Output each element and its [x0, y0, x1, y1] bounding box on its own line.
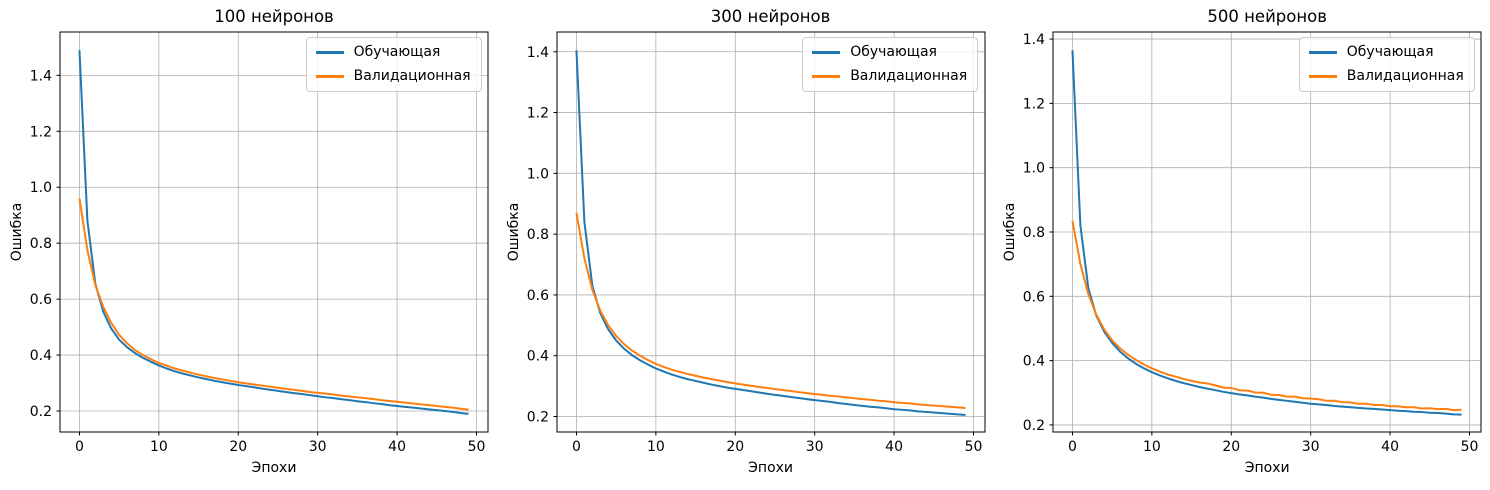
train-line-swatch: [812, 51, 841, 54]
train-loss-line: [78, 50, 469, 415]
x-tick-label: 10: [647, 439, 665, 455]
x-tick-label: 10: [1143, 439, 1161, 455]
legend-item-validation: Валидационная: [315, 68, 471, 85]
x-tick-label: 30: [1302, 439, 1320, 455]
y-axis-label: Ошибка: [505, 202, 522, 262]
y-axis-label: Ошибка: [9, 202, 25, 262]
x-tick-label: 0: [572, 439, 581, 455]
y-tick-label: 1.4: [1023, 32, 1045, 48]
y-tick-label: 0.2: [1023, 418, 1045, 434]
train-line-swatch: [1308, 51, 1337, 54]
y-tick-label: 0.4: [526, 349, 548, 365]
plot-canvas: 0 10 20 30 40 50 0.2 0.4 0.6 0.8 1.0 1.2 1.4: [1023, 31, 1482, 455]
x-tick-label: 50: [964, 439, 982, 455]
subplot-500-neurons: 0 10 20 30 40 50 0.2 0.4 0.6 0.8 1.0 1.2 1.4 500 ней…: [993, 0, 1490, 490]
val-loss-line: [575, 212, 966, 409]
validation-line-swatch: [315, 75, 344, 78]
plot-canvas: 0 10 20 30 40 50 0.2 0.4 0.6 0.8 1.0 1.2 1.4: [30, 31, 489, 455]
legend-item-train: Обучающая: [812, 44, 967, 61]
legend-label-validation: Валидационная: [850, 68, 968, 84]
train-loss-line: [1071, 50, 1462, 416]
y-tick-label: 1.2: [526, 106, 548, 122]
y-tick-label: 0.8: [30, 236, 52, 252]
y-tick-label: 1.0: [526, 166, 548, 182]
validation-line-swatch: [1308, 75, 1337, 78]
x-tick-label: 50: [1461, 439, 1479, 455]
chart-title: 500 нейронов: [1207, 7, 1327, 26]
legend-label-validation: Валидационная: [353, 68, 471, 84]
x-tick-label: 10: [150, 439, 168, 455]
subplot-300-neurons: 0 10 20 30 40 50 0.2 0.4 0.6 0.8 1.0 1.2 1.4 300 ней…: [497, 0, 994, 490]
chart-title: 100 нейронов: [214, 7, 334, 26]
y-tick-label: 1.2: [30, 124, 52, 140]
x-tick-label: 0: [75, 439, 84, 455]
legend-label-train: Обучающая: [850, 44, 937, 60]
legend-item-train: Обучающая: [315, 44, 471, 61]
x-tick-label: 50: [468, 439, 486, 455]
y-axis-label: Ошибка: [1002, 202, 1019, 262]
y-tick-label: 0.4: [30, 348, 52, 364]
y-tick-label: 0.6: [526, 288, 548, 304]
x-tick-label: 20: [229, 439, 247, 455]
x-axis-label: Эпохи: [1244, 460, 1290, 476]
y-tick-label: 0.8: [1023, 225, 1045, 241]
validation-line-swatch: [812, 75, 841, 78]
x-tick-label: 0: [1068, 439, 1077, 455]
axes-spines: [556, 31, 986, 433]
legend-item-validation: Валидационная: [812, 68, 967, 85]
x-tick-label: 40: [885, 439, 903, 455]
plot-canvas: 0 10 20 30 40 50 0.2 0.4 0.6 0.8 1.0 1.2 1.4: [526, 31, 986, 455]
val-loss-line: [78, 198, 469, 411]
axes-spines: [59, 31, 489, 433]
train-line-swatch: [315, 51, 344, 54]
y-tick-label: 1.4: [30, 68, 52, 84]
y-tick-label: 0.2: [526, 409, 548, 425]
x-tick-label: 30: [309, 439, 327, 455]
x-tick-label: 40: [388, 439, 406, 455]
x-tick-label: 20: [1223, 439, 1241, 455]
y-tick-label: 1.0: [30, 180, 52, 196]
chart-title: 300 нейронов: [710, 7, 831, 26]
y-tick-label: 0.6: [1023, 289, 1045, 305]
legend-label-train: Обучающая: [1346, 44, 1434, 60]
val-loss-line: [1071, 220, 1462, 412]
y-tick-label: 0.2: [30, 404, 52, 420]
y-tick-label: 0.8: [526, 227, 548, 243]
legend-label-train: Обучающая: [353, 44, 441, 60]
y-tick-label: 0.6: [30, 292, 52, 308]
legend: Обучающая Валидационная: [305, 37, 482, 92]
y-tick-label: 1.4: [526, 45, 548, 61]
train-loss-line: [575, 50, 966, 416]
subplot-100-neurons: 0 10 20 30 40 50 0.2 0.4 0.6 0.8 1.0 1.2 1.4 100 ней…: [0, 0, 497, 490]
y-tick-label: 0.4: [1023, 354, 1045, 370]
y-tick-label: 1.0: [1023, 161, 1045, 177]
legend-label-validation: Валидационная: [1346, 68, 1464, 84]
x-tick-label: 40: [1381, 439, 1399, 455]
y-tick-label: 1.2: [1023, 96, 1045, 112]
x-axis-label: Эпохи: [748, 460, 794, 476]
legend-item-validation: Валидационная: [1308, 68, 1464, 85]
x-axis-label: Эпохи: [251, 460, 297, 476]
x-tick-label: 20: [726, 439, 744, 455]
legend: Обучающая Валидационная: [1298, 37, 1475, 92]
x-tick-label: 30: [805, 439, 823, 455]
legend: Обучающая Валидационная: [802, 37, 979, 92]
legend-item-train: Обучающая: [1308, 44, 1464, 61]
